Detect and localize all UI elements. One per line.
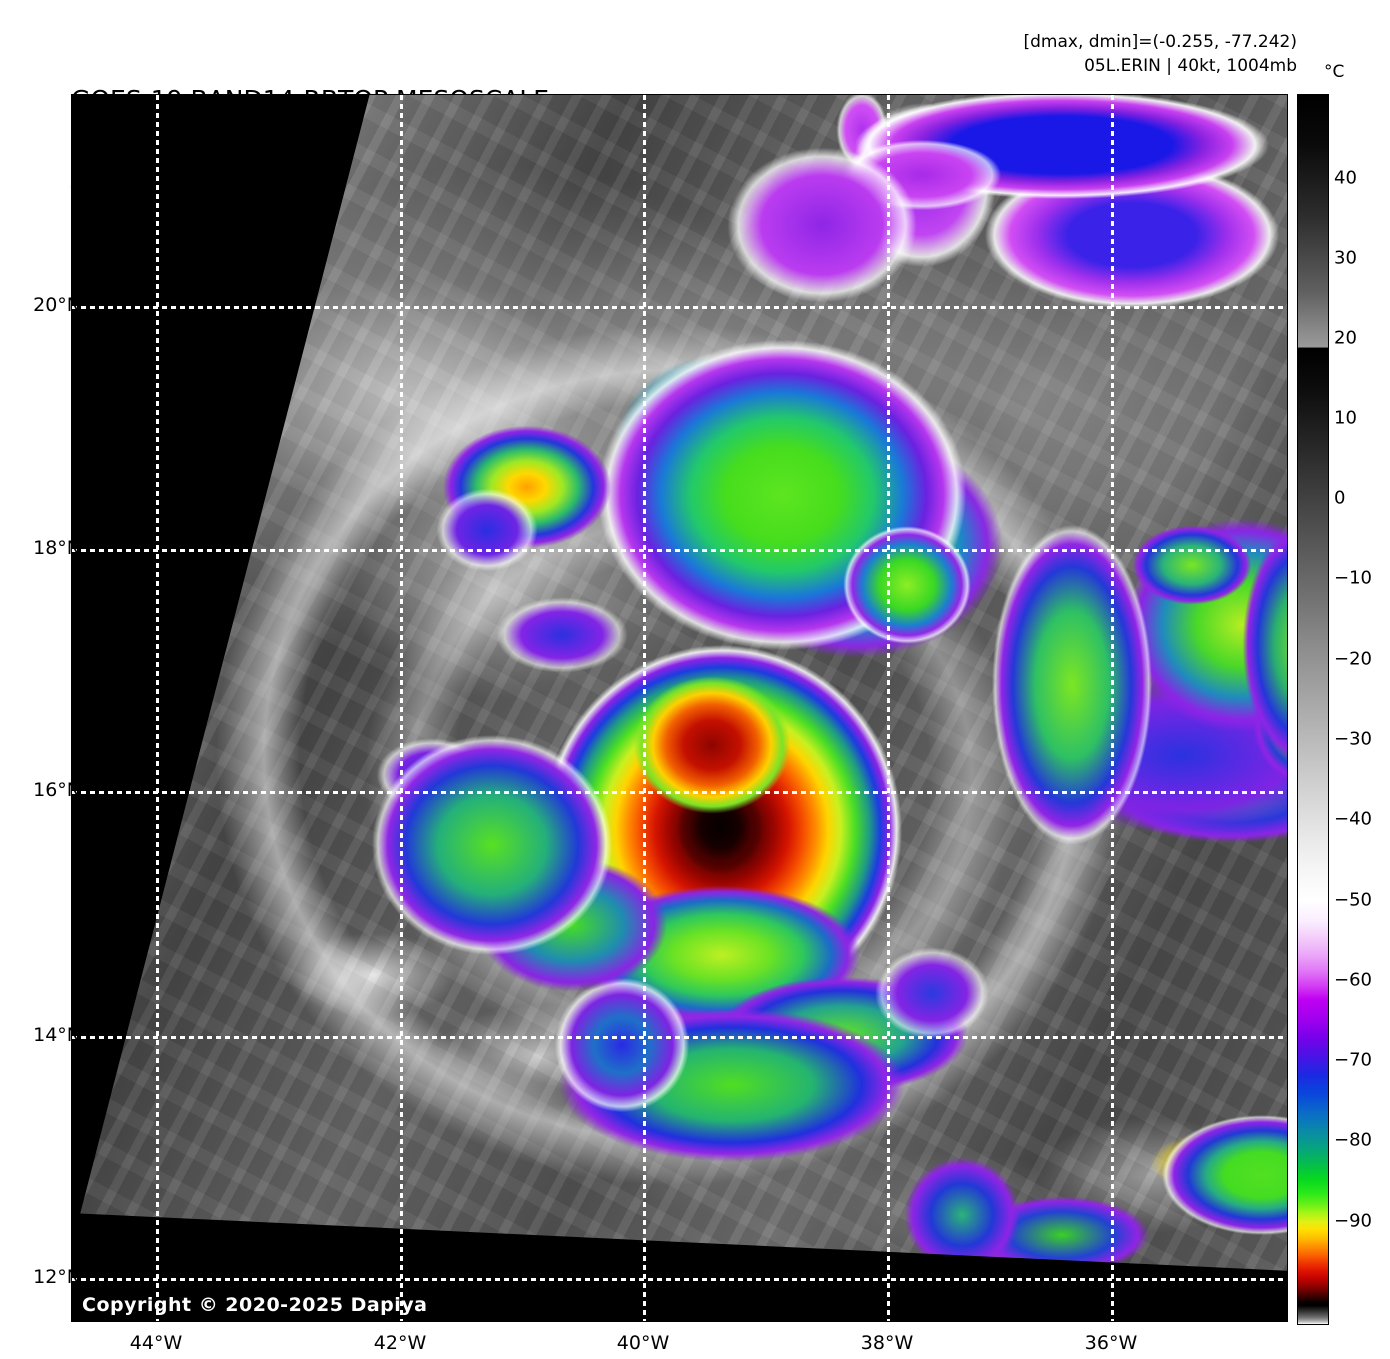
data-range-label: [dmax, dmin]=(-0.255, -77.242)	[1023, 32, 1298, 52]
temperature-colorbar[interactable]	[1297, 94, 1329, 1325]
lon-tick-40w: 40°W	[616, 1332, 670, 1354]
south-central-small-cell	[872, 945, 1002, 1045]
lat-tick-14n: 14°N	[33, 1024, 81, 1046]
south-small-cells	[902, 1145, 1152, 1275]
header-metadata-block: [dmax, dmin]=(-0.255, -77.242) 05L.ERIN …	[1024, 30, 1298, 78]
copyright-notice: Copyright © 2020-2025 Dapiya	[82, 1294, 428, 1316]
satellite-image-canvas: Copyright © 2020-2025 Dapiya	[72, 95, 1287, 1321]
colorbar-tick-minus90: −90	[1334, 1210, 1372, 1232]
lat-tick-20n: 20°N	[33, 294, 81, 316]
lat-tick-16n: 16°N	[33, 779, 81, 801]
colorbar-tick-minus30: −30	[1334, 728, 1372, 750]
lon-tick-44w: 44°W	[129, 1332, 183, 1354]
colorbar-tick-minus60: −60	[1334, 969, 1372, 991]
colorbar-gradient	[1298, 95, 1328, 1324]
lat-tick-18n: 18°N	[33, 537, 81, 559]
lon-tick-42w: 42°W	[373, 1332, 427, 1354]
colorbar-tick-minus10: −10	[1334, 567, 1372, 589]
lon-tick-38w: 38°W	[860, 1332, 914, 1354]
colorbar-tick-20: 20	[1334, 327, 1357, 349]
colorbar-tick-10: 10	[1334, 407, 1357, 429]
colorbar-tick-minus40: −40	[1334, 808, 1372, 830]
colorbar-tick-40: 40	[1334, 167, 1357, 189]
colorbar-tick-minus80: −80	[1334, 1129, 1372, 1151]
far-east-cells	[1132, 525, 1287, 785]
storm-info-label: 05L.ERIN | 40kt, 1004mb	[1084, 56, 1297, 76]
colorbar-tick-30: 30	[1334, 247, 1357, 269]
lat-tick-12n: 12°N	[33, 1266, 81, 1288]
northeast-cold-cells-secondary	[712, 135, 1012, 335]
colorbar-tick-0: 0	[1334, 487, 1346, 509]
southwest-banding	[372, 735, 672, 995]
northwest-small-cells	[432, 485, 632, 675]
colorbar-tick-minus50: −50	[1334, 889, 1372, 911]
colorbar-tick-minus20: −20	[1334, 648, 1372, 670]
satellite-image-plot[interactable]: Copyright © 2020-2025 Dapiya	[71, 94, 1288, 1322]
lon-tick-36w: 36°W	[1084, 1332, 1138, 1354]
colorbar-tick-minus70: −70	[1334, 1049, 1372, 1071]
colorbar-unit-label: °C	[1324, 62, 1345, 82]
